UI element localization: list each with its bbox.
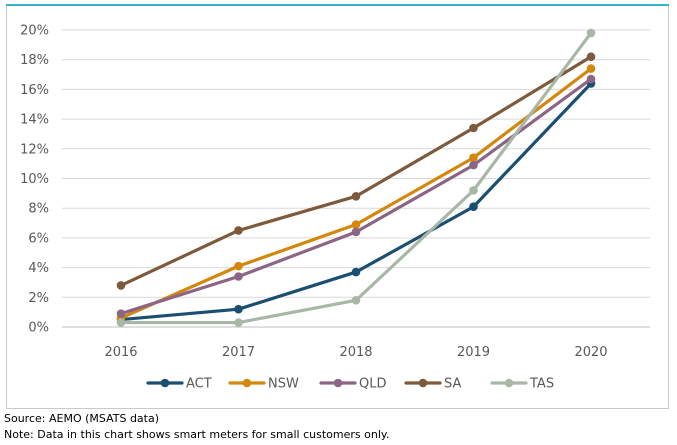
source-note: Source: AEMO (MSATS data) [4,412,160,425]
chart-top-rule [6,4,669,6]
x-tick-label: 2016 [104,345,137,360]
x-tick-label: 2018 [339,345,372,360]
data-point-qld [116,309,126,318]
legend-label-nsw: NSW [268,377,299,392]
series-sa [116,52,596,290]
data-point-qld [234,272,243,281]
legend-marker-tas [504,378,514,388]
data-point-sa [116,281,126,290]
series-line-tas [119,31,593,325]
axes: 0% 2% 4% 6% 8% 10% 12% 14% 16% 18% 20% 2016 2017 2018… [20,24,650,360]
legend-marker-act [160,378,170,388]
y-tick-label: 20% [20,24,49,39]
series [116,28,596,327]
data-point-sa [234,226,243,235]
y-tick-label: 4% [28,261,49,276]
y-tick-label: 0% [28,321,49,336]
data-point-sa [469,123,478,133]
data-point-nsw [469,153,478,163]
x-tick-label: 2017 [222,345,255,360]
data-point-qld [351,227,361,237]
legend-marker-qld [333,378,343,388]
chart-frame [6,4,669,409]
data-point-tas [586,28,596,38]
data-point-sa [586,52,596,62]
data-point-nsw [351,220,361,229]
legend-label-sa: SA [444,377,461,392]
legend-item-act: ACT [146,377,212,392]
data-point-sa [351,192,361,201]
y-tick-label: 6% [28,231,49,246]
y-tick-label: 8% [28,202,49,217]
series-line-sa [119,55,593,288]
data-point-tas [469,186,478,195]
x-tick-label: 2020 [574,345,607,360]
y-tick-label: 12% [20,142,49,157]
legend-item-tas: TAS [490,377,554,392]
legend: ACT NSW QLD SA TAS [146,377,554,392]
data-point-act [351,267,361,277]
legend-label-act: ACT [186,377,212,392]
legend-item-nsw: NSW [228,377,299,392]
data-point-qld [469,160,478,170]
y-tick-label: 16% [20,83,49,98]
y-tick-label: 14% [20,113,49,128]
y-tick-label: 2% [28,291,49,306]
x-tick-label: 2019 [457,345,490,360]
series-nsw [116,64,596,323]
data-point-nsw [586,64,596,73]
legend-label-qld: QLD [359,377,387,392]
legend-marker-nsw [242,378,252,388]
legend-item-qld: QLD [319,377,387,392]
data-point-nsw [234,261,243,271]
data-point-tas [351,295,361,305]
y-tick-label: 18% [20,53,49,68]
legend-marker-sa [418,378,428,388]
data-point-tas [234,318,243,327]
legend-item-sa: SA [404,377,461,392]
data-point-act [234,304,243,314]
data-note: Note: Data in this chart shows smart met… [4,428,390,441]
data-point-act [469,202,478,212]
y-tick-label: 10% [20,172,49,187]
series-tas [116,28,596,327]
legend-label-tas: TAS [529,377,554,392]
data-point-tas [116,318,126,327]
data-point-qld [586,74,596,84]
